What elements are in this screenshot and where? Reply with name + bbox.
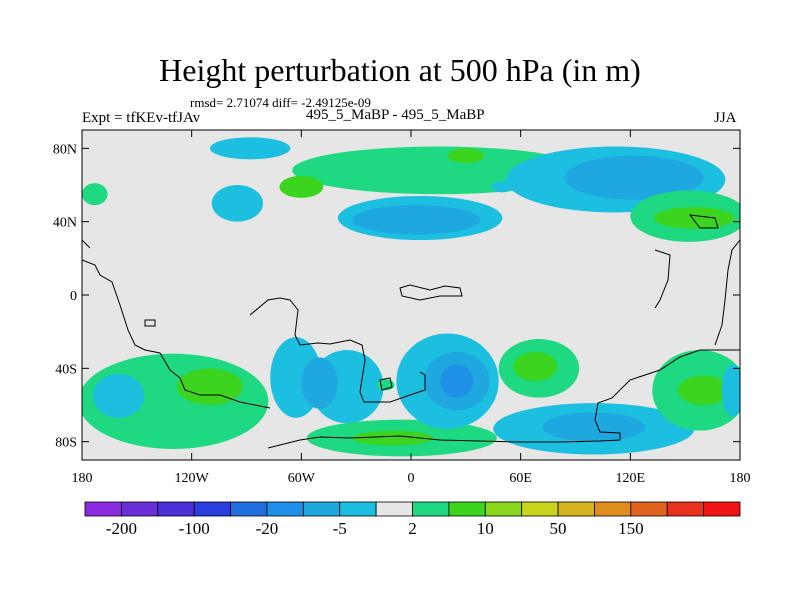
coastline-antarctica [267,349,740,449]
colorbar-label: -100 [179,519,210,538]
y-tick-label: 80S [55,436,77,451]
contour-region-green2 [447,148,485,164]
y-tick-label: 40N [53,216,77,231]
x-tick-label: 120W [175,471,210,486]
x-tick-label: 180 [72,471,93,486]
coastline-africa [249,297,426,403]
x-tick-label: 60E [509,471,532,486]
colorbar-swatch [521,501,559,517]
colorbar-swatch [448,501,486,517]
contour-region-green2 [677,375,730,406]
x-tick-label: 120E [616,471,646,486]
colorbar-label: 2 [408,519,417,538]
colorbar-swatch [230,501,268,517]
x-tick-label: 60W [288,471,316,486]
coastline-south-america [82,259,271,409]
colorbar-label: 10 [477,519,494,538]
field-layer [82,130,740,460]
colorbar-swatch [84,501,122,517]
colorbar-swatch [120,501,159,517]
contour-region-green [82,183,108,206]
colorbar-label: -20 [256,519,279,538]
colorbar-swatch [157,501,195,517]
coastline-east-asia [654,249,671,309]
center-label: 495_5_MaBP - 495_5_MaBP [306,107,485,123]
colorbar-swatch [193,501,231,517]
contour-region-blue1 [301,357,338,409]
coastline-islands [82,239,156,327]
colorbar-swatch [557,501,595,517]
colorbar-label: 50 [550,519,567,538]
colorbar-swatch [594,501,632,517]
contour-region-cyan [209,137,291,160]
colorbar-swatch [339,501,377,517]
x-tick-label: 0 [408,471,415,486]
y-tick-label: 0 [70,289,77,304]
stats-line: rmsd= 2.71074 diff= -2.49125e-09 [190,95,371,110]
colorbar-swatch [412,501,450,517]
colorbar-swatch [266,501,304,517]
contour-region-blue1 [542,412,645,442]
contour-region-green2 [654,207,735,229]
y-tick-label: 80N [53,142,77,157]
colorbar-swatch [703,501,741,517]
coastline-layer [82,214,740,449]
coastline-japan [688,214,719,229]
contour-region-green2 [513,351,558,382]
colorbar-swatch [666,501,705,517]
coastline-australia [714,239,740,346]
coastline-asia [399,284,463,301]
contour-region-blue1 [352,205,481,235]
colorbar-label: 150 [618,519,644,538]
contour-region-green2 [177,368,243,405]
experiment-label: Expt = tfKEv-tfJAv [82,110,201,126]
y-axis: 80N 40N 0 40S 80S [53,142,740,451]
x-axis: 180 120W 60W 0 60E 120E 180 [72,130,751,486]
colorbar-swatch [630,501,668,517]
coastline-madagascar [379,377,393,391]
y-tick-label: 40S [55,362,77,377]
contour-region-cyan [92,373,145,418]
colorbar-label: -5 [333,519,347,538]
contour-region-cyan [721,364,740,416]
season-label: JJA [714,110,737,126]
contour-region-blue1 [564,155,704,200]
contour-region-green2 [352,430,433,446]
contour-region-cyan [211,185,263,222]
colorbar-label: -200 [106,519,137,538]
colorbar: -200 -100 -20 -5 2 10 50 150 [84,501,741,538]
contour-region-green2 [279,175,324,198]
chart-title: Height perturbation at 500 hPa (in m) [159,52,641,88]
contour-region-blue2 [440,364,474,398]
colorbar-swatch [375,501,413,517]
colorbar-swatch [484,501,523,517]
colorbar-swatch [302,501,341,517]
x-tick-label: 180 [730,471,751,486]
